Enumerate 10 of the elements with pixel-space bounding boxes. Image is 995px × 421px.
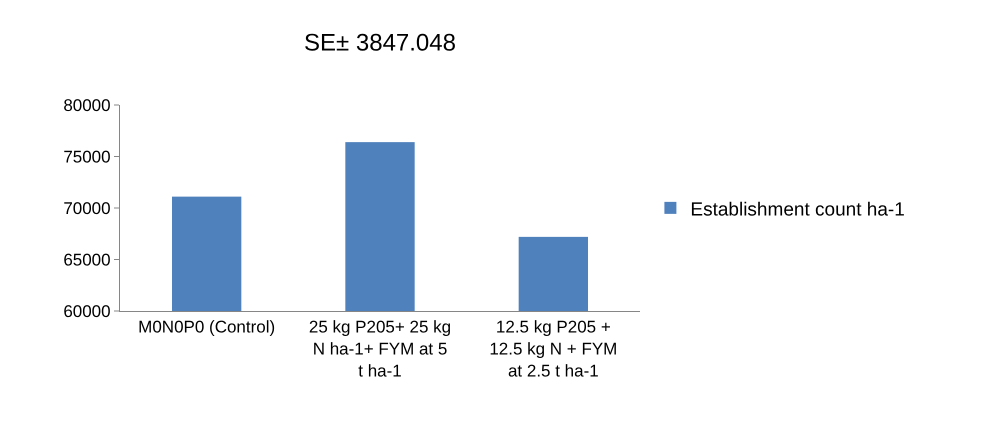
y-tick-label: 75000 xyxy=(63,147,111,166)
legend-label: Establishment count ha-1 xyxy=(690,199,905,220)
y-tick-label: 70000 xyxy=(63,198,111,218)
x-tick-label: M0N0P0 (Control) xyxy=(138,317,276,336)
y-tick-label: 60000 xyxy=(63,302,111,321)
x-tick-label: 25 kg P205+ 25 kg N ha-1+ FYM at 5 t ha-1 xyxy=(308,317,452,381)
y-tick-label: 80000 xyxy=(63,96,111,115)
x-tick-label: 12.5 kg P205 + 12.5 kg N + FYM at 2.5 t ha-1 xyxy=(489,317,618,381)
chart-title: SE± 3847.048 xyxy=(304,30,456,56)
y-tick-label: 65000 xyxy=(63,250,111,270)
